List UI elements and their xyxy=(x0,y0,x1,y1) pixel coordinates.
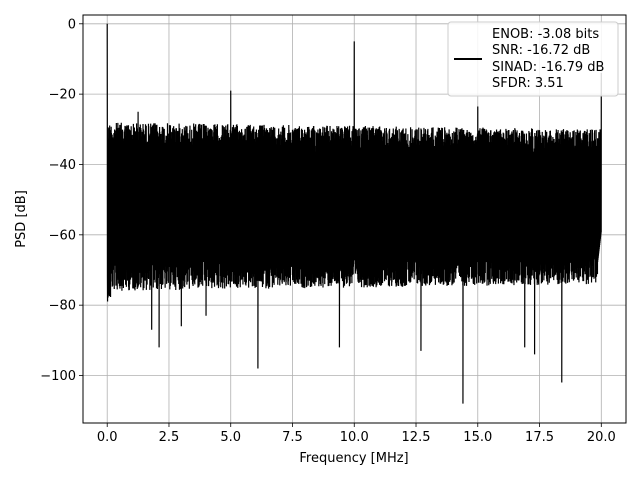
y-tick-label: −80 xyxy=(49,299,76,314)
legend-enob: ENOB: -3.08 bits xyxy=(492,27,599,42)
x-tick-label: 2.5 xyxy=(159,430,180,445)
y-tick-label: −40 xyxy=(49,158,76,173)
legend-sfdr: SFDR: 3.51 xyxy=(492,76,564,91)
y-axis-label: PSD [dB] xyxy=(14,190,29,248)
x-tick-label: 20.0 xyxy=(587,430,616,445)
y-tick-label: 0 xyxy=(68,17,76,32)
psd-trace xyxy=(106,23,602,404)
x-axis-label: Frequency [MHz] xyxy=(299,451,408,466)
legend-snr: SNR: -16.72 dB xyxy=(492,43,590,58)
x-tick-label: 7.5 xyxy=(282,430,303,445)
y-tick-label: −20 xyxy=(49,88,76,103)
x-tick-label: 10.0 xyxy=(340,430,369,445)
axis-ticks: 0.0 2.5 5.0 7.5 10.0 12.5 15.0 17.5 20.0 0 −20 −40 −… xyxy=(40,17,615,445)
y-tick-label: −60 xyxy=(49,228,76,243)
x-tick-label: 15.0 xyxy=(463,430,492,445)
x-tick-label: 17.5 xyxy=(525,430,554,445)
y-tick-label: −100 xyxy=(40,369,76,384)
x-tick-label: 5.0 xyxy=(220,430,241,445)
legend: ENOB: -3.08 bits SNR: -16.72 dB SINAD: -… xyxy=(447,21,619,97)
psd-series xyxy=(106,23,602,404)
legend-sinad: SINAD: -16.79 dB xyxy=(492,60,604,75)
legend-box xyxy=(447,21,619,97)
x-tick-label: 0.0 xyxy=(97,430,118,445)
x-tick-label: 12.5 xyxy=(402,430,431,445)
